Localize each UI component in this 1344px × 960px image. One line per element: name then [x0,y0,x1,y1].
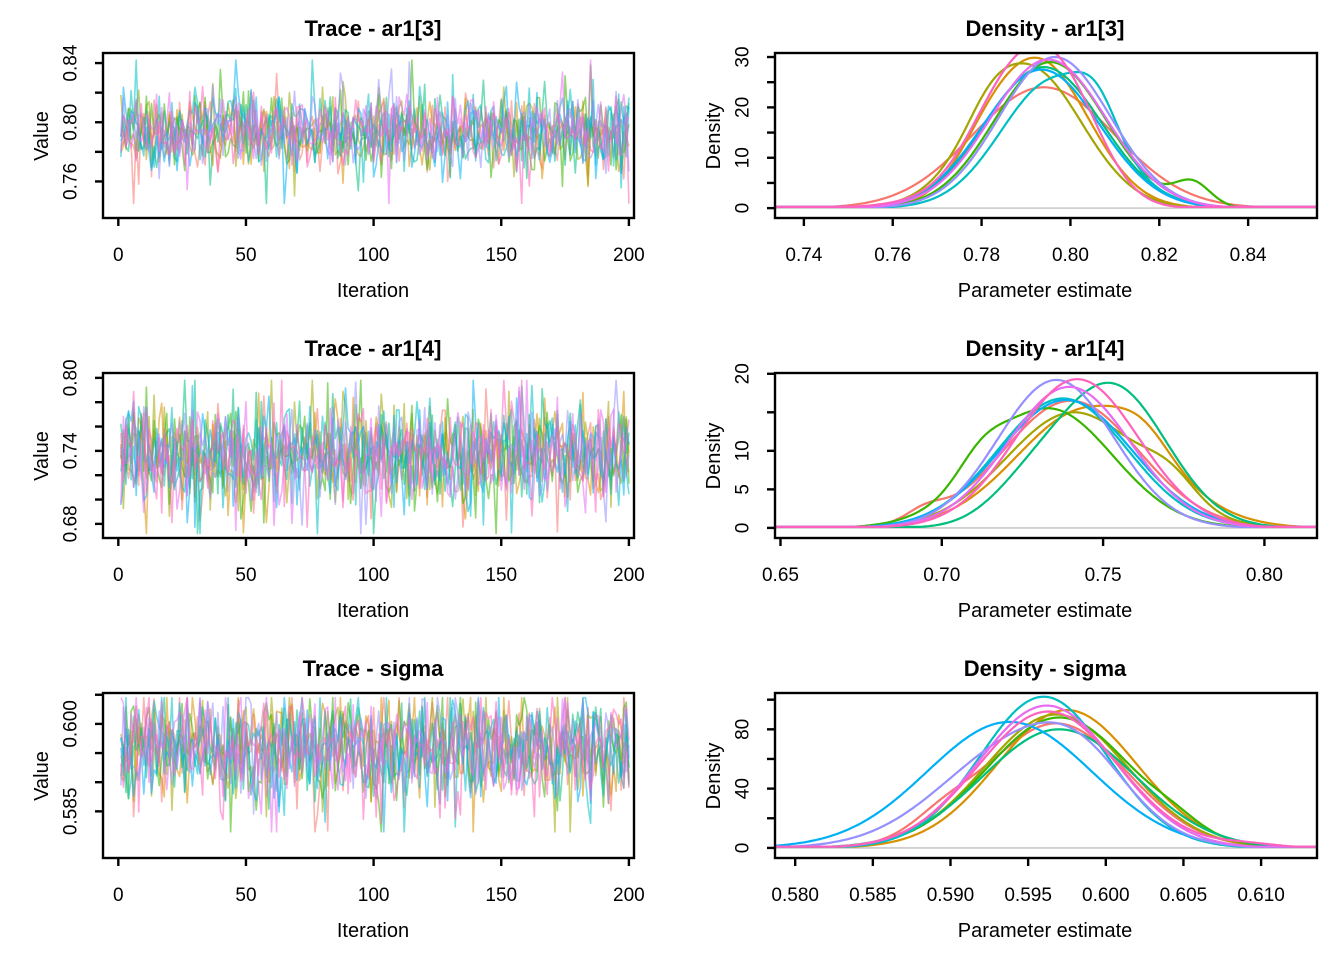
svg-text:0.75: 0.75 [1085,565,1122,586]
panel-trace-ar1-3: 0 50 100 150 200 0.76 0.80 0.84 Trace - ar1[3] … [0,0,672,320]
svg-text:0.585: 0.585 [849,885,897,906]
svg-text:150: 150 [485,885,517,906]
x-axis-label: Iteration [336,280,410,302]
panel-density-ar1-3: 0.74 0.76 0.78 0.80 0.82 0.84 0 10 20 30 Density … [672,0,1344,320]
svg-text:0.590: 0.590 [927,885,975,906]
chart-title: Density - ar1[3] [965,16,1125,41]
panel-trace-ar1-4: 0 50 100 150 200 0.68 0.74 0.80 Trace - ar1[4] … [0,320,672,640]
plot-svg-density-ar1-4: 0.65 0.70 0.75 0.80 0 5 10 20 [733,363,1319,586]
plot-svg-density-ar1-3: 0.74 0.76 0.78 0.80 0.82 0.84 0 10 20 30 [733,46,1319,266]
panel-density-ar1-4: 0.65 0.70 0.75 0.80 0 5 10 20 Density - ar1[4] … [672,320,1344,640]
chart-title: Density - sigma [963,656,1127,681]
svg-text:0: 0 [113,565,124,586]
svg-text:0.84: 0.84 [61,44,82,81]
svg-text:20: 20 [733,363,754,384]
svg-text:0: 0 [733,843,754,854]
svg-text:30: 30 [733,46,754,67]
plot-svg-trace-ar1-3: 0 50 100 150 200 0.76 0.80 0.84 [61,44,645,266]
y-axis-label: Value [31,431,53,481]
svg-text:0: 0 [733,203,754,214]
svg-text:0.74: 0.74 [61,432,82,469]
chart-title: Trace - ar1[4] [304,336,442,361]
svg-text:10: 10 [733,147,754,168]
svg-text:50: 50 [235,245,256,266]
x-axis-label: Iteration [336,920,410,942]
svg-text:0.605: 0.605 [1160,885,1208,906]
svg-text:0.70: 0.70 [923,565,960,586]
x-axis-label: Parameter estimate [957,600,1133,622]
y-axis-label: Value [31,111,53,161]
svg-text:50: 50 [235,565,256,586]
svg-text:0.78: 0.78 [963,245,1000,266]
svg-text:200: 200 [613,565,645,586]
svg-text:80: 80 [733,719,754,740]
svg-text:0.84: 0.84 [1230,245,1267,266]
x-axis-label: Parameter estimate [957,280,1133,302]
y-axis-label: Density [703,742,725,810]
svg-text:0.80: 0.80 [1246,565,1283,586]
plot-svg-density-sigma: 0.580 0.585 0.590 0.595 0.600 0.605 0.610 0 40 80 [733,691,1319,906]
svg-text:150: 150 [485,565,517,586]
svg-text:100: 100 [358,245,390,266]
svg-text:0.65: 0.65 [762,565,799,586]
svg-text:0.82: 0.82 [1141,245,1178,266]
svg-text:200: 200 [613,245,645,266]
svg-text:0.80: 0.80 [1052,245,1089,266]
svg-text:0: 0 [113,885,124,906]
svg-text:0.76: 0.76 [61,163,82,200]
svg-text:150: 150 [485,245,517,266]
svg-text:0.76: 0.76 [874,245,911,266]
chart-title: Trace - sigma [302,656,444,681]
svg-text:0.610: 0.610 [1237,885,1285,906]
plot-svg-trace-sigma: 0 50 100 150 200 0.585 0.600 [61,691,645,906]
svg-text:0.580: 0.580 [771,885,819,906]
y-axis-label: Value [31,751,53,801]
svg-text:50: 50 [235,885,256,906]
svg-text:0: 0 [113,245,124,266]
svg-text:0.80: 0.80 [61,359,82,396]
svg-text:0.600: 0.600 [1082,885,1130,906]
svg-text:40: 40 [733,778,754,799]
x-axis-label: Parameter estimate [957,920,1133,942]
svg-text:100: 100 [358,565,390,586]
svg-text:100: 100 [358,885,390,906]
svg-text:0.585: 0.585 [61,788,82,836]
y-axis-label: Density [703,422,725,490]
svg-text:200: 200 [613,885,645,906]
svg-text:0.600: 0.600 [61,700,82,748]
chart-title: Trace - ar1[3] [304,16,442,41]
plot-svg-trace-ar1-4: 0 50 100 150 200 0.68 0.74 0.80 [61,359,645,586]
panel-density-sigma: 0.580 0.585 0.590 0.595 0.600 0.605 0.610 0 40 80… [672,640,1344,960]
svg-text:0.80: 0.80 [61,104,82,141]
svg-text:5: 5 [733,484,754,495]
svg-text:10: 10 [733,440,754,461]
x-axis-label: Iteration [336,600,410,622]
svg-text:0: 0 [733,523,754,534]
svg-text:0.595: 0.595 [1004,885,1052,906]
svg-text:0.74: 0.74 [785,245,822,266]
panel-trace-sigma: 0 50 100 150 200 0.585 0.600 Trace - sigma Val… [0,640,672,960]
y-axis-label: Density [703,102,725,170]
svg-text:20: 20 [733,97,754,118]
chart-title: Density - ar1[4] [965,336,1125,361]
svg-text:0.68: 0.68 [61,505,82,542]
